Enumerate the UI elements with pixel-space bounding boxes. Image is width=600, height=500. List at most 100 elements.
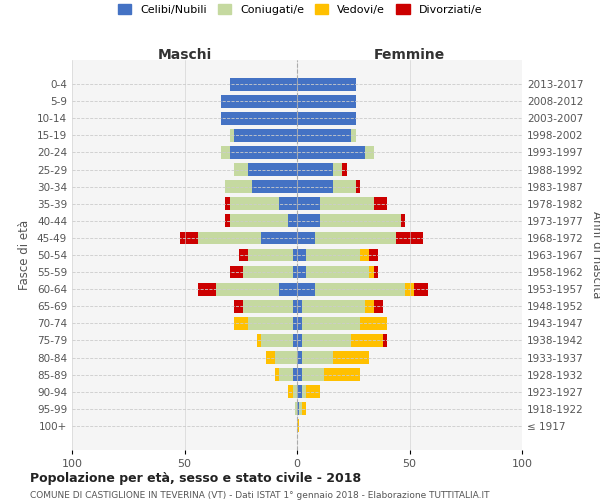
Bar [288, 386, 293, 398]
Bar [229, 78, 297, 90]
Bar [275, 351, 297, 364]
Bar [293, 300, 297, 312]
Bar [297, 129, 351, 142]
Bar [302, 300, 365, 312]
Bar [297, 351, 302, 364]
Bar [243, 266, 293, 278]
Bar [306, 266, 369, 278]
Bar [306, 386, 320, 398]
Bar [297, 95, 355, 108]
Bar [297, 334, 302, 347]
Bar [234, 300, 243, 312]
Bar [297, 283, 315, 296]
Bar [279, 368, 293, 381]
Bar [369, 248, 378, 262]
Bar [373, 266, 378, 278]
Bar [333, 163, 342, 176]
Bar [297, 180, 333, 193]
Bar [333, 351, 369, 364]
Bar [302, 334, 351, 347]
Bar [234, 317, 248, 330]
Bar [198, 283, 216, 296]
Bar [365, 146, 373, 159]
Bar [297, 146, 365, 159]
Bar [297, 420, 299, 432]
Bar [297, 402, 299, 415]
Bar [297, 248, 306, 262]
Bar [351, 129, 355, 142]
Bar [320, 198, 373, 210]
Bar [360, 248, 369, 262]
Bar [342, 163, 347, 176]
Bar [302, 368, 324, 381]
Bar [297, 112, 355, 124]
Bar [297, 317, 302, 330]
Bar [373, 198, 387, 210]
Bar [288, 214, 297, 227]
Bar [216, 283, 279, 296]
Text: COMUNE DI CASTIGLIONE IN TEVERINA (VT) - Dati ISTAT 1° gennaio 2018 - Elaborazio: COMUNE DI CASTIGLIONE IN TEVERINA (VT) -… [30, 491, 490, 500]
Bar [221, 112, 297, 124]
Bar [234, 129, 297, 142]
Bar [257, 334, 261, 347]
Bar [229, 146, 297, 159]
Bar [369, 266, 373, 278]
Bar [414, 283, 427, 296]
Bar [373, 300, 383, 312]
Y-axis label: Anni di nascita: Anni di nascita [590, 212, 600, 298]
Bar [293, 334, 297, 347]
Bar [299, 402, 302, 415]
Bar [293, 317, 297, 330]
Bar [225, 214, 229, 227]
Bar [243, 300, 293, 312]
Text: Femmine: Femmine [374, 48, 445, 62]
Y-axis label: Fasce di età: Fasce di età [19, 220, 31, 290]
Bar [180, 232, 198, 244]
Bar [383, 334, 387, 347]
Bar [297, 214, 320, 227]
Bar [261, 334, 293, 347]
Bar [279, 198, 297, 210]
Bar [365, 300, 373, 312]
Bar [320, 214, 401, 227]
Bar [297, 232, 315, 244]
Bar [234, 163, 248, 176]
Bar [293, 386, 297, 398]
Bar [360, 317, 387, 330]
Bar [295, 402, 297, 415]
Text: Maschi: Maschi [157, 48, 212, 62]
Bar [279, 283, 297, 296]
Bar [229, 129, 234, 142]
Bar [198, 232, 261, 244]
Bar [248, 317, 293, 330]
Bar [315, 232, 396, 244]
Bar [297, 198, 320, 210]
Bar [225, 180, 252, 193]
Bar [297, 368, 302, 381]
Bar [324, 368, 360, 381]
Bar [297, 266, 306, 278]
Legend: Celibi/Nubili, Coniugati/e, Vedovi/e, Divorziati/e: Celibi/Nubili, Coniugati/e, Vedovi/e, Di… [115, 0, 485, 18]
Bar [297, 163, 333, 176]
Bar [248, 248, 293, 262]
Bar [225, 198, 229, 210]
Bar [297, 300, 302, 312]
Bar [229, 266, 243, 278]
Text: Popolazione per età, sesso e stato civile - 2018: Popolazione per età, sesso e stato civil… [30, 472, 361, 485]
Bar [229, 198, 279, 210]
Bar [293, 368, 297, 381]
Bar [252, 180, 297, 193]
Bar [248, 163, 297, 176]
Bar [306, 248, 360, 262]
Bar [293, 266, 297, 278]
Bar [261, 232, 297, 244]
Bar [302, 402, 306, 415]
Bar [302, 317, 360, 330]
Bar [302, 386, 306, 398]
Bar [351, 334, 383, 347]
Bar [396, 232, 423, 244]
Bar [221, 95, 297, 108]
Bar [405, 283, 414, 296]
Bar [315, 283, 405, 296]
Bar [297, 78, 355, 90]
